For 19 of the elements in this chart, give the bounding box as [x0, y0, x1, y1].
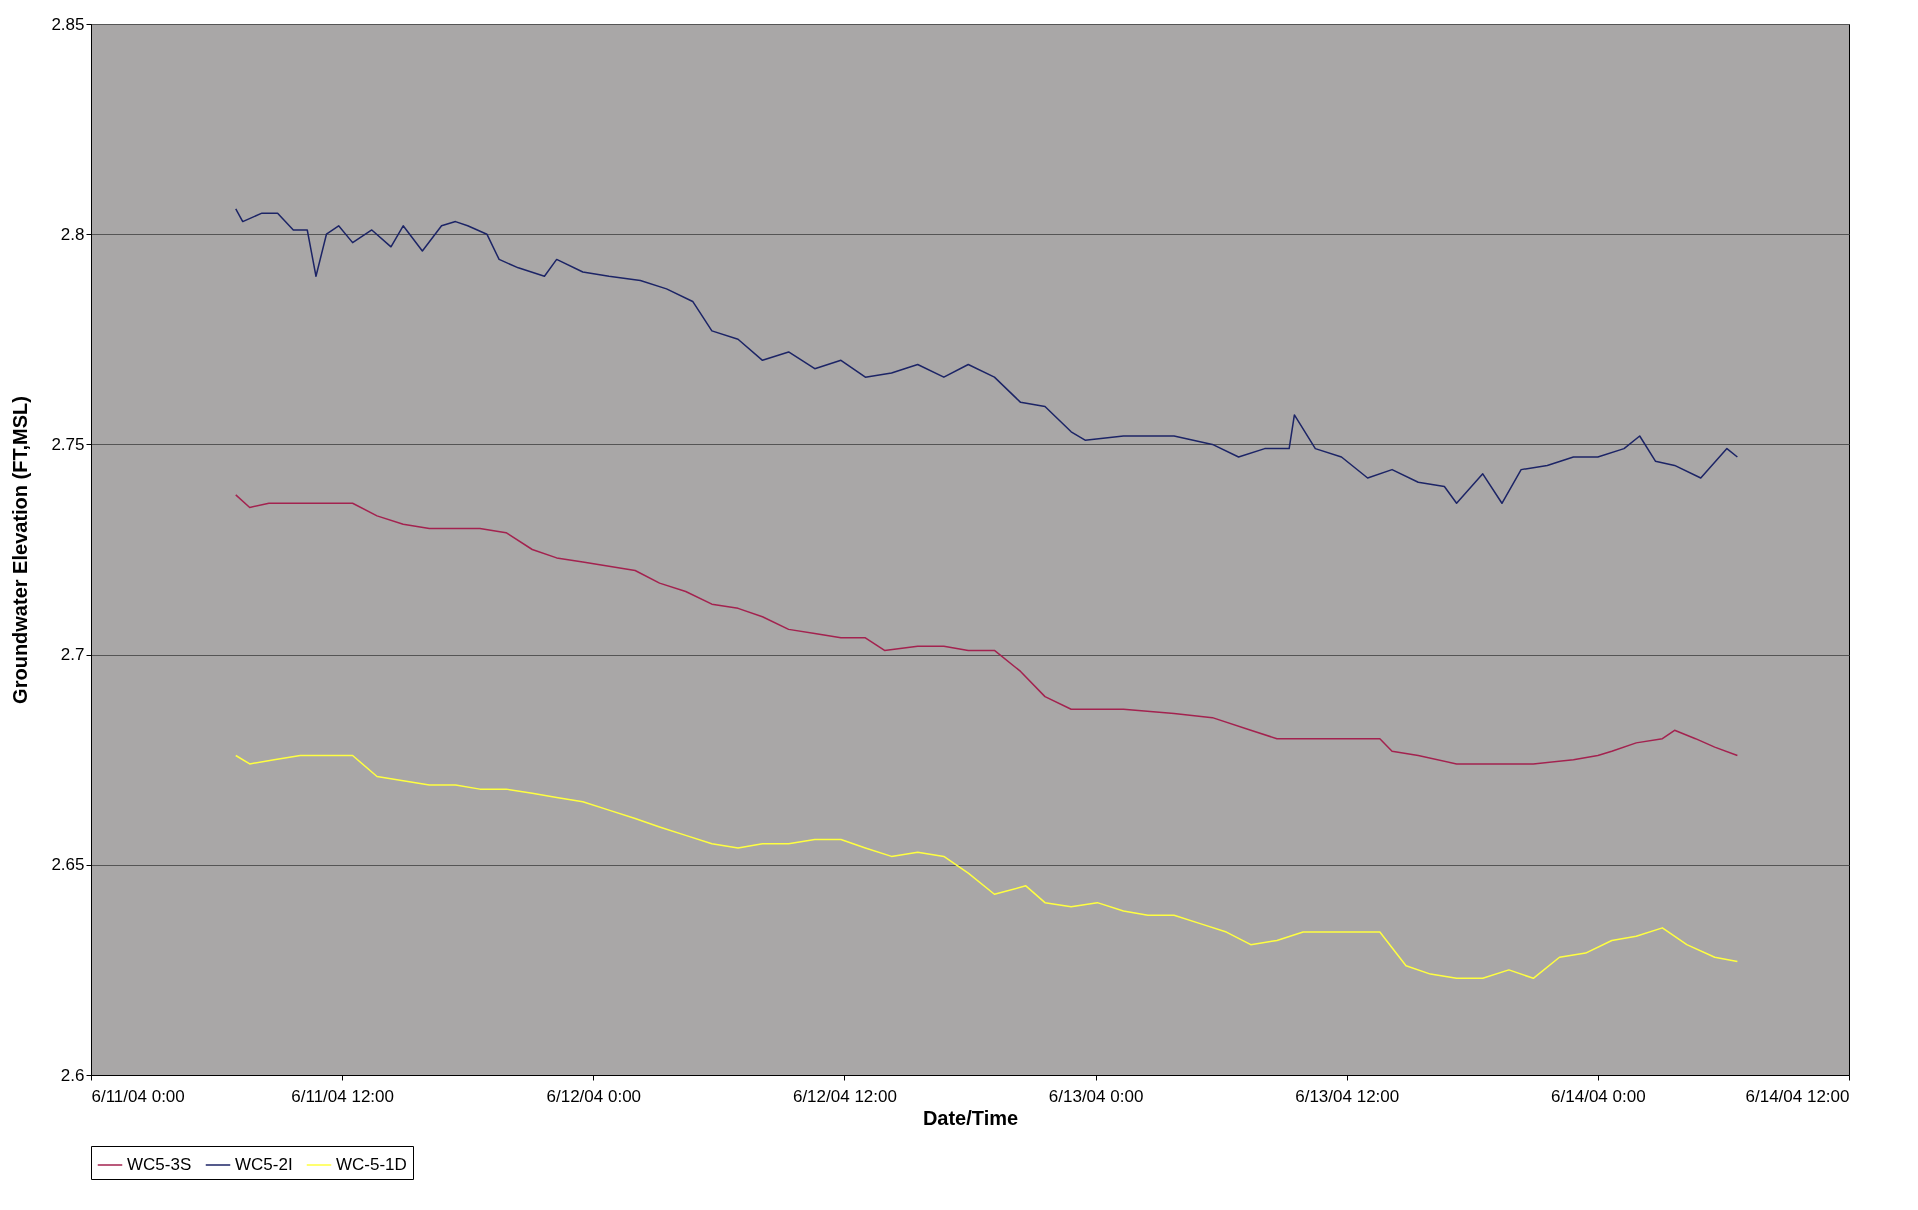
y-tick-label: 2.6: [60, 1065, 85, 1085]
x-tick-label: 6/11/04 12:00: [291, 1086, 395, 1106]
legend-label: WC5-2I: [235, 1155, 293, 1174]
x-tick-label: 6/12/04 12:00: [792, 1086, 897, 1106]
legend-label: WC5-3S: [127, 1155, 192, 1174]
x-tick-label: 6/12/04 0:00: [546, 1086, 642, 1106]
legend-label: WC-5-1D: [336, 1155, 407, 1174]
x-tick-label: 6/13/04 12:00: [1295, 1086, 1400, 1106]
y-tick-label: 2.8: [60, 224, 85, 244]
x-tick-label: 6/13/04 0:00: [1048, 1086, 1144, 1106]
x-tick-label: 6/14/04 0:00: [1551, 1086, 1646, 1106]
x-tick-label: 6/14/04 12:00: [1745, 1086, 1850, 1106]
y-tick-label: 2.7: [60, 645, 85, 665]
y-axis-title: Groundwater Elevation (FT,MSL): [9, 396, 32, 704]
y-tick-label: 2.65: [51, 855, 85, 875]
x-tick-label: 6/11/04 0:00: [91, 1086, 185, 1106]
x-axis-title: Date/Time: [922, 1106, 1019, 1129]
y-tick-label: 2.75: [51, 434, 85, 454]
y-tick-label: 2.85: [51, 14, 85, 34]
